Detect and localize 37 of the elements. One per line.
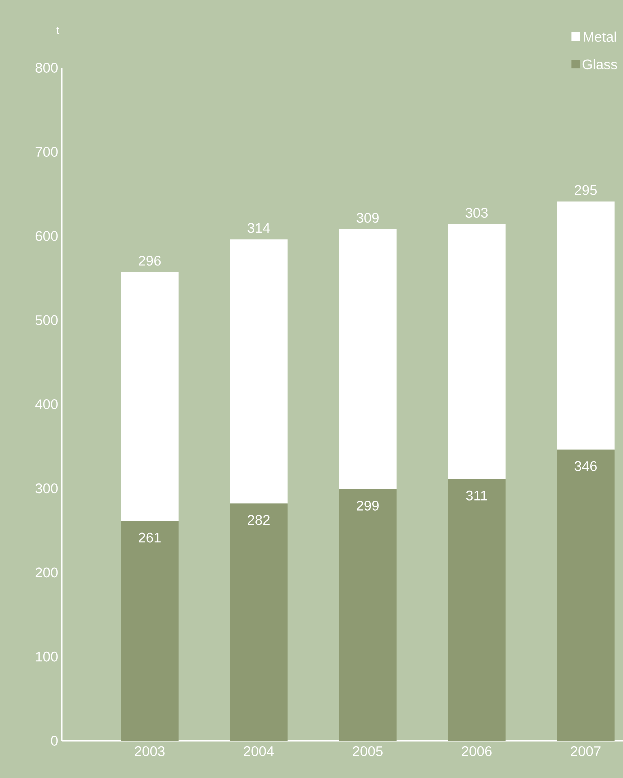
data-label: 282 <box>248 515 270 526</box>
y-tick-label: 500 <box>36 315 58 326</box>
legend-label: Metal <box>584 32 616 42</box>
x-tick-label: 2004 <box>244 746 274 756</box>
x-tick-label: 2006 <box>462 746 492 756</box>
y-tick-label: 0 <box>51 736 58 746</box>
bar <box>339 230 397 490</box>
data-label: 346 <box>574 461 597 472</box>
bar <box>557 450 615 741</box>
legend-label: Glass <box>582 59 618 70</box>
bar <box>339 489 397 741</box>
bar <box>121 272 179 522</box>
x-tick-label: 2003 <box>135 746 165 756</box>
data-label: 314 <box>248 223 270 234</box>
data-label: 261 <box>139 532 161 543</box>
data-label: 296 <box>139 256 161 266</box>
y-tick-label: 700 <box>36 147 58 158</box>
bar <box>230 504 288 741</box>
y-tick-label: 600 <box>36 231 58 242</box>
x-tick-label: 2005 <box>353 746 383 756</box>
bar <box>448 479 506 741</box>
bar <box>448 224 506 480</box>
y-tick-label: 100 <box>36 652 58 662</box>
data-label: 295 <box>575 185 597 196</box>
y-tick-label: 300 <box>36 484 58 494</box>
bar <box>230 240 288 504</box>
data-label: 303 <box>466 208 488 218</box>
y-axis-title: t <box>56 27 60 34</box>
x-tick-label: 2007 <box>571 746 601 756</box>
y-tick-label: 400 <box>36 400 58 410</box>
data-label: 311 <box>466 490 488 501</box>
data-label: 309 <box>356 213 379 224</box>
bar <box>121 521 179 741</box>
y-tick-label: 800 <box>36 63 58 73</box>
y-tick-label: 200 <box>36 568 58 578</box>
bar <box>557 202 615 450</box>
data-label: 299 <box>357 500 379 511</box>
